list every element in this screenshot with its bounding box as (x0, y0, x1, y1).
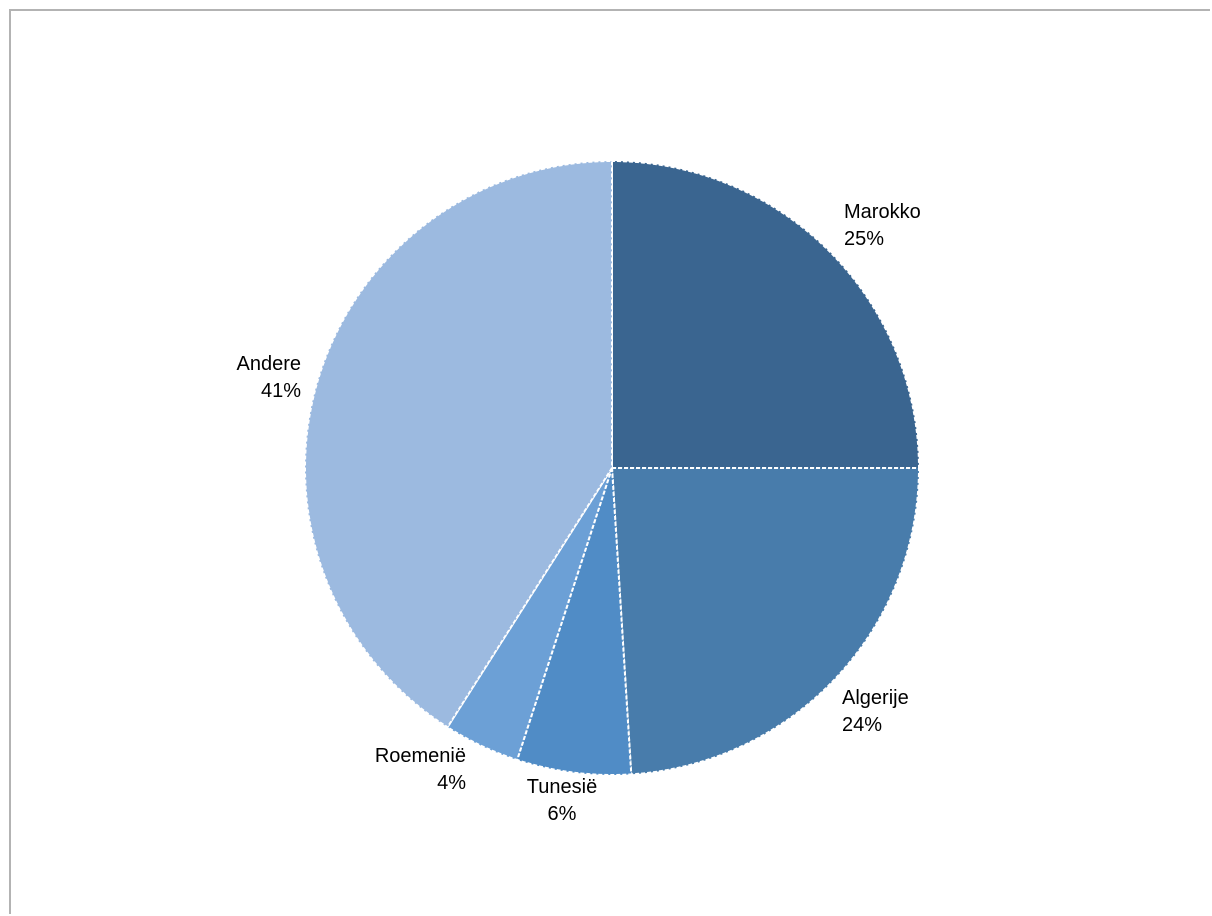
slice-value-andere: 41% (261, 380, 301, 402)
slice-label-tunesie: Tunesië (527, 776, 597, 798)
slice-label-marokko: Marokko (844, 201, 921, 223)
slice-label-andere: Andere (237, 353, 302, 375)
slice-value-marokko: 25% (844, 228, 884, 250)
slice-label-algerije: Algerije (842, 687, 909, 709)
slice-label-roemenie: Roemenië (375, 745, 466, 767)
pie-slice-algerije (610, 467, 921, 776)
slice-value-tunesie: 6% (548, 803, 577, 825)
slice-value-algerije: 24% (842, 714, 882, 736)
slice-value-roemenie: 4% (437, 772, 466, 794)
pie-slice-marokko (611, 159, 921, 469)
pie-slice-andere (304, 159, 613, 729)
